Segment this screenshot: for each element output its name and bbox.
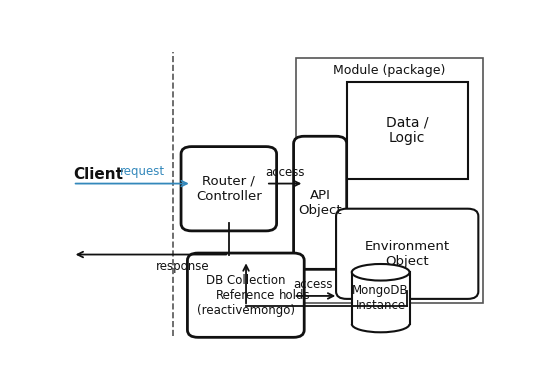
Text: access: access (293, 278, 333, 291)
Ellipse shape (352, 264, 409, 281)
Text: Client: Client (73, 167, 123, 182)
Text: request: request (120, 165, 165, 178)
Text: access: access (265, 166, 305, 179)
FancyBboxPatch shape (294, 136, 347, 269)
FancyBboxPatch shape (336, 209, 478, 299)
FancyBboxPatch shape (347, 81, 467, 179)
Text: response: response (156, 260, 210, 273)
Text: DB Collection
Reference
(reactivemongo): DB Collection Reference (reactivemongo) (197, 274, 295, 317)
Text: Environment
Object: Environment Object (364, 240, 450, 268)
Text: MongoDB
Instance: MongoDB Instance (352, 284, 409, 312)
FancyBboxPatch shape (296, 58, 483, 303)
Text: Router /
Controller: Router / Controller (196, 175, 262, 203)
Text: holds: holds (279, 290, 310, 303)
Text: Module (package): Module (package) (333, 65, 446, 78)
Bar (352, 272, 409, 324)
FancyBboxPatch shape (181, 147, 277, 231)
Text: Data /
Logic: Data / Logic (386, 115, 429, 146)
Text: API
Object: API Object (298, 189, 342, 217)
FancyBboxPatch shape (187, 253, 304, 337)
